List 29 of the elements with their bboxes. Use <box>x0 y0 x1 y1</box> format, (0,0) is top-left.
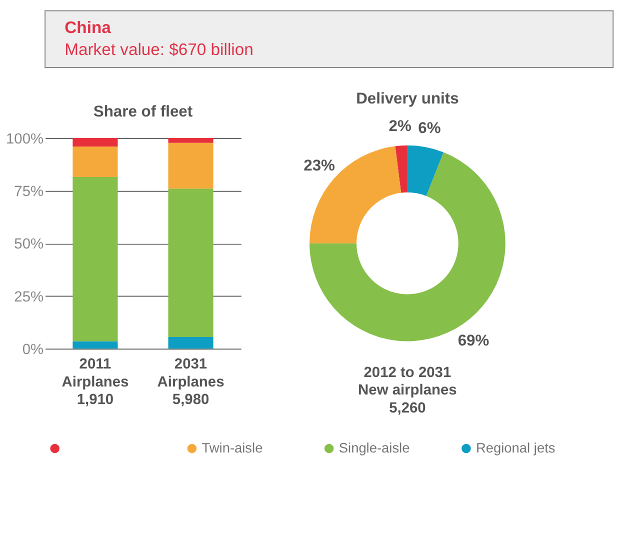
y-tick-label: 25% <box>14 289 44 306</box>
x-tick-label: 2031 Airplanes 5,980 <box>157 356 224 408</box>
donut-slice <box>407 145 444 196</box>
legend-label: Single-aisle <box>338 440 410 456</box>
chart-subtitle: Market value: $670 billion <box>64 40 254 59</box>
x-tick-label: 2011 Airplanes 1,910 <box>62 356 129 408</box>
bar <box>72 138 118 146</box>
bar <box>72 146 118 177</box>
y-tick-label: 75% <box>14 184 44 200</box>
bar <box>72 341 118 349</box>
text: 2012 to 2031 New airplanes 5,260 <box>358 365 457 416</box>
y-tick-label: 50% <box>14 236 44 253</box>
bar <box>168 142 214 189</box>
data-label: 69% <box>458 332 490 350</box>
donut-slice <box>395 145 408 193</box>
legend-label: Twin-aisle <box>202 440 264 456</box>
chart-title: China <box>64 18 112 38</box>
data-label: 6% <box>418 120 441 137</box>
x-axis-title: Share of fleet <box>93 103 194 120</box>
text: Delivery units <box>356 90 460 108</box>
y-tick-label: 0% <box>22 342 44 358</box>
legend-label: Regional jets <box>476 440 556 456</box>
bar <box>168 138 214 143</box>
y-tick-label: 100% <box>6 131 44 148</box>
bar <box>72 176 118 342</box>
bar <box>168 188 214 338</box>
data-label: 23% <box>304 157 336 174</box>
data-label: 2% <box>388 118 412 135</box>
bar <box>168 337 214 349</box>
